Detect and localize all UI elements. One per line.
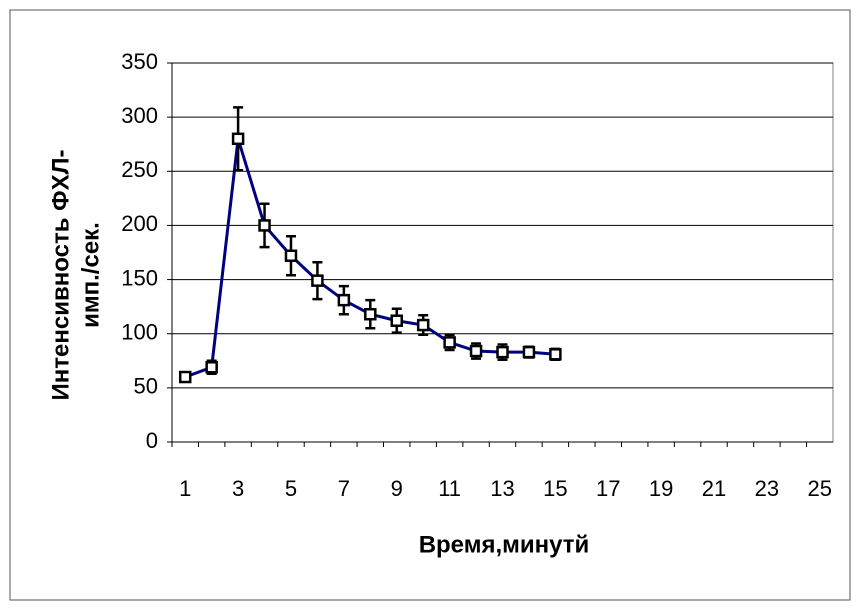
x-tick-label: 5 <box>285 476 297 501</box>
x-tick-label: 1 <box>179 476 191 501</box>
x-tick-label: 25 <box>808 476 832 501</box>
marker <box>549 348 562 361</box>
marker <box>390 314 403 327</box>
x-tick-label: 19 <box>649 476 673 501</box>
y-tick-label: 0 <box>146 428 158 453</box>
x-tick-label: 17 <box>596 476 620 501</box>
plot-area <box>171 62 834 443</box>
x-tick-label: 23 <box>755 476 779 501</box>
y-tick-label: 350 <box>121 49 158 74</box>
x-tick-label: 13 <box>490 476 514 501</box>
marker <box>469 344 483 358</box>
x-axis-label: Время,минутй <box>419 531 590 558</box>
marker <box>416 318 430 332</box>
y-axis-label: имп./сек. <box>77 222 104 328</box>
x-tick-label: 9 <box>391 476 403 501</box>
marker <box>231 132 245 146</box>
x-tick-label: 21 <box>702 476 726 501</box>
y-tick-label: 150 <box>121 265 158 290</box>
marker <box>178 370 192 384</box>
y-tick-label: 50 <box>134 374 158 399</box>
marker <box>337 293 351 307</box>
marker <box>284 249 298 262</box>
y-tick-label: 100 <box>121 320 158 345</box>
marker <box>443 336 456 349</box>
y-axis-label: Интенсивность ФХЛ- <box>47 150 74 401</box>
x-tick-label: 15 <box>543 476 567 501</box>
x-tick-label: 7 <box>338 476 350 501</box>
marker <box>311 274 324 287</box>
y-tick-label: 200 <box>121 211 158 236</box>
marker <box>522 345 536 359</box>
x-tick-label: 3 <box>232 476 244 501</box>
marker <box>258 219 271 232</box>
y-tick-label: 250 <box>121 157 158 182</box>
x-tick-label: 11 <box>438 476 461 501</box>
marker <box>496 345 509 359</box>
marker <box>205 361 218 374</box>
marker <box>364 307 377 321</box>
y-tick-label: 300 <box>121 103 158 128</box>
